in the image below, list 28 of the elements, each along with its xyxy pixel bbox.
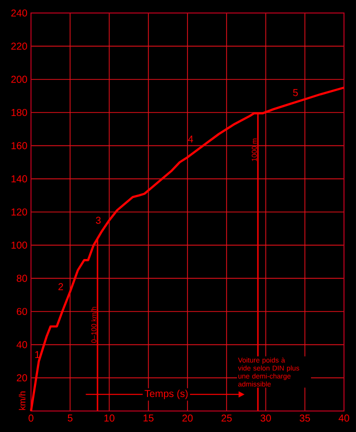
y-tick-label: 180 xyxy=(12,108,28,116)
y-tick-label: 60 xyxy=(16,308,28,316)
y-tick-label: 40 xyxy=(16,341,28,348)
y-tick-label: 120 xyxy=(12,208,28,216)
x-tick-label: 20 xyxy=(182,414,193,422)
x-tick-label: 35 xyxy=(300,414,310,422)
annotation: 4 xyxy=(188,136,194,142)
y-tick-label: 20 xyxy=(16,374,28,382)
x-tick-label: 40 xyxy=(338,414,350,422)
y-tick-label: 160 xyxy=(12,142,28,150)
x-tick-label: 30 xyxy=(260,414,271,422)
y-tick-label: 80 xyxy=(16,274,28,282)
y-tick-label: 220 xyxy=(11,42,28,50)
y-tick-label: 240 xyxy=(11,9,28,17)
annotation: 1 xyxy=(35,351,40,358)
y-tick-label: 100 xyxy=(12,242,28,249)
annotation: 3 xyxy=(96,216,101,224)
y-tick-label: 140 xyxy=(12,175,28,182)
x-tick-label: 15 xyxy=(144,414,154,422)
x-tick-label: 0 xyxy=(28,414,34,422)
annotation: 5 xyxy=(293,89,298,96)
annotation: 2 xyxy=(58,283,64,290)
y-axis-title: km/h xyxy=(18,392,26,410)
y-tick-label: 200 xyxy=(11,76,28,83)
x-tick-label: 5 xyxy=(68,414,72,422)
x-tick-label: 10 xyxy=(104,414,114,422)
x-axis-title: Temps (s) xyxy=(144,390,188,400)
x-tick-label: 25 xyxy=(222,414,232,422)
